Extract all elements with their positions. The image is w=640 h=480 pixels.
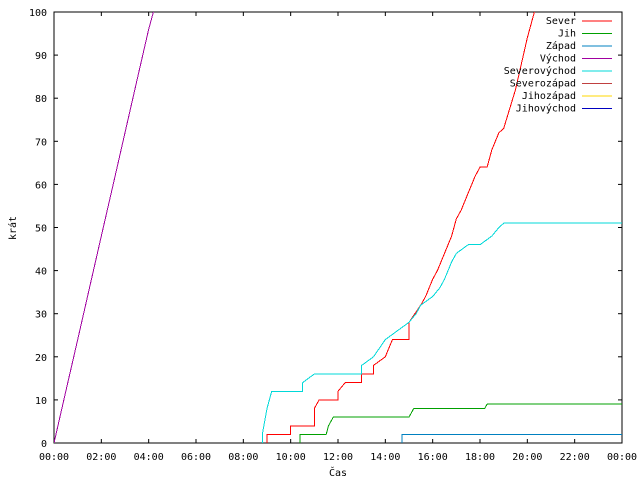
x-tick-label: 20:00 [512, 452, 542, 463]
y-tick-label: 40 [35, 267, 47, 278]
legend-label-jih: Jih [558, 29, 576, 40]
y-tick-label: 90 [35, 51, 47, 62]
legend-label-severozapad: Severozápad [510, 78, 576, 90]
series-line-jih [299, 403, 622, 443]
y-axis-label: krát [7, 216, 19, 240]
y-tick-label: 100 [29, 8, 47, 19]
x-tick-label: 18:00 [465, 452, 495, 463]
x-tick-label: 00:00 [607, 452, 637, 463]
x-tick-label: 12:00 [323, 452, 353, 463]
series-line-severovychod [261, 222, 622, 443]
axis-ticks: 00:00 02:00 04:00 06:00 08:00 10:00 12:00 14:00… [29, 8, 637, 463]
x-tick-label: 04:00 [134, 452, 164, 463]
y-tick-label: 70 [35, 137, 47, 148]
y-tick-label: 0 [41, 439, 47, 450]
x-tick-label: 16:00 [418, 452, 448, 463]
y-tick-label: 10 [35, 396, 47, 407]
series-line-sever [266, 12, 535, 443]
y-tick-label: 30 [35, 310, 47, 321]
legend-label-severovychod: Severovýchod [504, 65, 576, 77]
series-group [54, 12, 622, 443]
x-tick-label: 10:00 [276, 452, 306, 463]
legend: Sever JihZápadVýchodSeverovýchodSeverozáp… [504, 16, 612, 115]
x-axis-label: Čas [329, 466, 347, 479]
x-tick-label: 00:00 [39, 452, 69, 463]
y-tick-label: 20 [35, 353, 47, 364]
legend-label-jihovychod: Jihovýchod [516, 103, 576, 115]
legend-label-sever: Sever [546, 16, 576, 27]
y-tick-label: 60 [35, 180, 47, 191]
x-tick-label: 06:00 [181, 452, 211, 463]
x-tick-label: 14:00 [370, 452, 400, 463]
series-line-zapad [401, 433, 622, 443]
x-tick-label: 08:00 [228, 452, 258, 463]
y-tick-label: 50 [35, 224, 47, 235]
legend-label-vychod: Východ [540, 53, 576, 65]
series-line-vychod [54, 12, 154, 443]
y-tick-label: 80 [35, 94, 47, 105]
x-tick-label: 02:00 [86, 452, 116, 463]
legend-label-jihozapad: Jihozápad [522, 90, 576, 102]
x-tick-label: 22:00 [560, 452, 590, 463]
legend-label-zapad: Západ [546, 40, 576, 52]
